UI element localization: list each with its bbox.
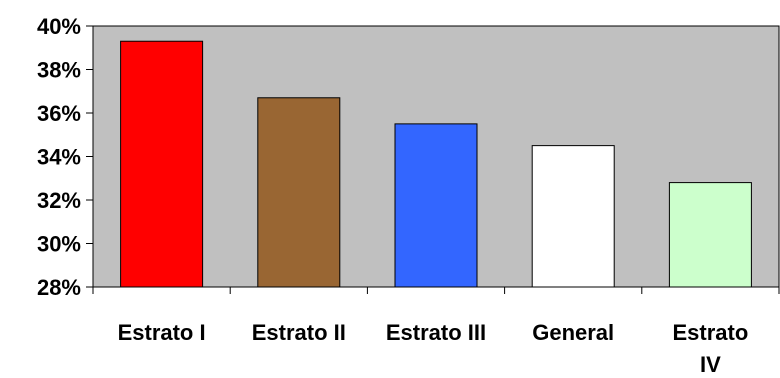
bar <box>531 145 615 288</box>
y-tick-label: 40% <box>37 14 81 39</box>
y-tick-label: 36% <box>37 101 81 126</box>
y-tick-label: 30% <box>37 232 81 257</box>
x-category-label: Estrato <box>673 320 749 345</box>
x-category-label: IV <box>700 352 721 377</box>
x-axis: Estrato I Estrato II Estrato III General Est… <box>92 287 780 377</box>
y-tick-label: 34% <box>37 145 81 170</box>
bar <box>394 123 478 288</box>
x-category-label: General <box>532 320 614 345</box>
x-category-label: Estrato II <box>252 320 346 345</box>
y-tick-label: 32% <box>37 188 81 213</box>
y-axis: 28% 30% 32% 34% 36% 38% 40% <box>37 14 93 300</box>
bars <box>120 40 752 288</box>
y-tick-label: 28% <box>37 275 81 300</box>
x-category-label: Estrato III <box>386 320 486 345</box>
y-tick-label: 38% <box>37 58 81 83</box>
bar <box>257 97 341 288</box>
x-category-label: Estrato I <box>118 320 206 345</box>
bar <box>120 40 204 288</box>
bar <box>668 182 752 288</box>
